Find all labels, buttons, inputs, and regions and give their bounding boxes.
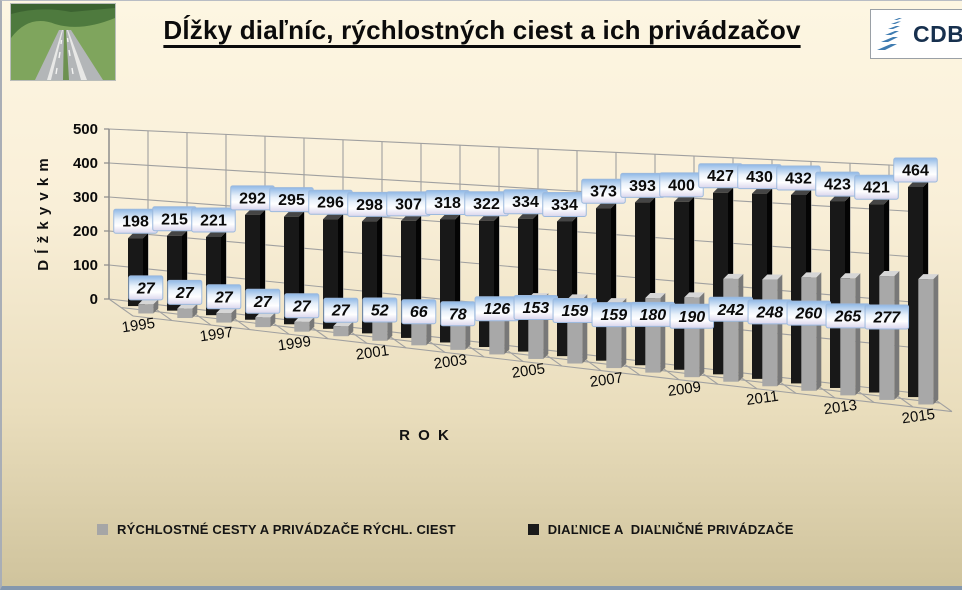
svg-text:260: 260	[794, 306, 822, 323]
svg-text:400: 400	[73, 155, 98, 172]
svg-text:2015: 2015	[901, 406, 936, 427]
svg-text:307: 307	[395, 196, 422, 213]
chart-axis-ticks: 0 100 200 300 400 500 1995 1997 1999 2001 2003 2005…	[73, 121, 936, 427]
legend-swatch-black	[527, 524, 539, 535]
chart-legend: RÝCHLOSTNÉ CESTY A PRIVÁDZAČE RÝCHL. CIE…	[2, 522, 962, 537]
svg-text:215: 215	[161, 211, 188, 228]
svg-text:334: 334	[512, 194, 539, 211]
cdb-road-icon	[877, 18, 902, 50]
svg-text:2001: 2001	[355, 342, 390, 363]
svg-text:427: 427	[707, 168, 734, 185]
svg-text:2007: 2007	[589, 369, 624, 390]
svg-text:27: 27	[292, 298, 312, 315]
legend-swatch-gray	[97, 524, 108, 535]
svg-text:66: 66	[410, 304, 428, 321]
svg-text:153: 153	[522, 300, 549, 317]
svg-text:126: 126	[483, 301, 510, 318]
svg-text:1999: 1999	[277, 333, 312, 354]
svg-text:27: 27	[331, 303, 351, 320]
svg-text:298: 298	[356, 197, 383, 214]
svg-text:295: 295	[278, 192, 305, 209]
svg-text:248: 248	[755, 304, 783, 321]
svg-text:242: 242	[716, 302, 744, 319]
legend-label-motorways: DIAĽNICE A DIAĽNIČNÉ PRIVÁDZAČE	[547, 522, 794, 537]
svg-text:464: 464	[902, 162, 929, 179]
svg-text:2003: 2003	[433, 351, 468, 372]
cdb-logo: CDB	[870, 9, 962, 59]
svg-text:277: 277	[872, 309, 901, 326]
svg-text:2005: 2005	[511, 360, 546, 381]
page-title: Dĺžky diaľníc, rýchlostných ciest a ich …	[163, 15, 801, 45]
y-axis-title: D ĺ ž k y v k m	[34, 157, 52, 270]
svg-text:2009: 2009	[667, 379, 702, 400]
svg-text:2011: 2011	[745, 388, 779, 409]
svg-text:500: 500	[73, 121, 98, 138]
svg-text:1995: 1995	[121, 315, 156, 336]
x-axis-title: R O K	[399, 427, 451, 444]
svg-text:0: 0	[90, 291, 98, 308]
svg-text:198: 198	[122, 214, 149, 231]
svg-text:265: 265	[833, 308, 862, 325]
svg-text:1997: 1997	[199, 324, 234, 345]
svg-text:322: 322	[473, 196, 500, 213]
svg-text:221: 221	[200, 212, 227, 229]
svg-text:190: 190	[678, 309, 705, 326]
highway-photo	[10, 3, 116, 81]
svg-text:393: 393	[629, 178, 656, 195]
svg-text:27: 27	[253, 294, 273, 311]
svg-text:100: 100	[73, 257, 98, 274]
svg-text:27: 27	[136, 280, 156, 297]
svg-text:200: 200	[73, 223, 98, 240]
chart-area: 27 198 27 215 27 221 27 292 27 295 27 296 52 298 66 307…	[32, 106, 962, 466]
svg-text:334: 334	[551, 197, 578, 214]
svg-text:27: 27	[214, 289, 234, 306]
svg-text:27: 27	[175, 285, 195, 302]
svg-text:292: 292	[239, 190, 266, 207]
svg-text:318: 318	[434, 195, 461, 212]
svg-text:78: 78	[449, 306, 467, 323]
svg-text:430: 430	[746, 169, 773, 186]
svg-text:421: 421	[863, 180, 890, 197]
svg-text:159: 159	[600, 307, 627, 324]
svg-text:296: 296	[317, 195, 344, 212]
svg-text:52: 52	[371, 303, 389, 320]
svg-text:300: 300	[73, 189, 98, 206]
legend-item-expressways: RÝCHLOSTNÉ CESTY A PRIVÁDZAČE RÝCHL. CIE…	[97, 522, 456, 537]
legend-label-expressways: RÝCHLOSTNÉ CESTY A PRIVÁDZAČE RÝCHL. CIE…	[117, 522, 456, 537]
svg-text:423: 423	[824, 177, 851, 194]
svg-text:2013: 2013	[823, 397, 858, 418]
svg-text:373: 373	[590, 184, 617, 201]
svg-text:180: 180	[639, 307, 666, 324]
chart-3d-bar: 27 198 27 215 27 221 27 292 27 295 27 296 52 298 66 307…	[34, 121, 953, 444]
cdb-logo-text: CDB	[913, 20, 962, 47]
chart-data-labels: 27 198 27 215 27 221 27 292 27 295 27 296 52 298 66 307…	[113, 157, 938, 330]
svg-text:400: 400	[668, 177, 695, 194]
svg-text:432: 432	[785, 170, 812, 187]
legend-item-motorways: DIAĽNICE A DIAĽNIČNÉ PRIVÁDZAČE	[527, 522, 794, 537]
highway-photo-image	[11, 4, 115, 80]
svg-text:159: 159	[561, 303, 588, 320]
